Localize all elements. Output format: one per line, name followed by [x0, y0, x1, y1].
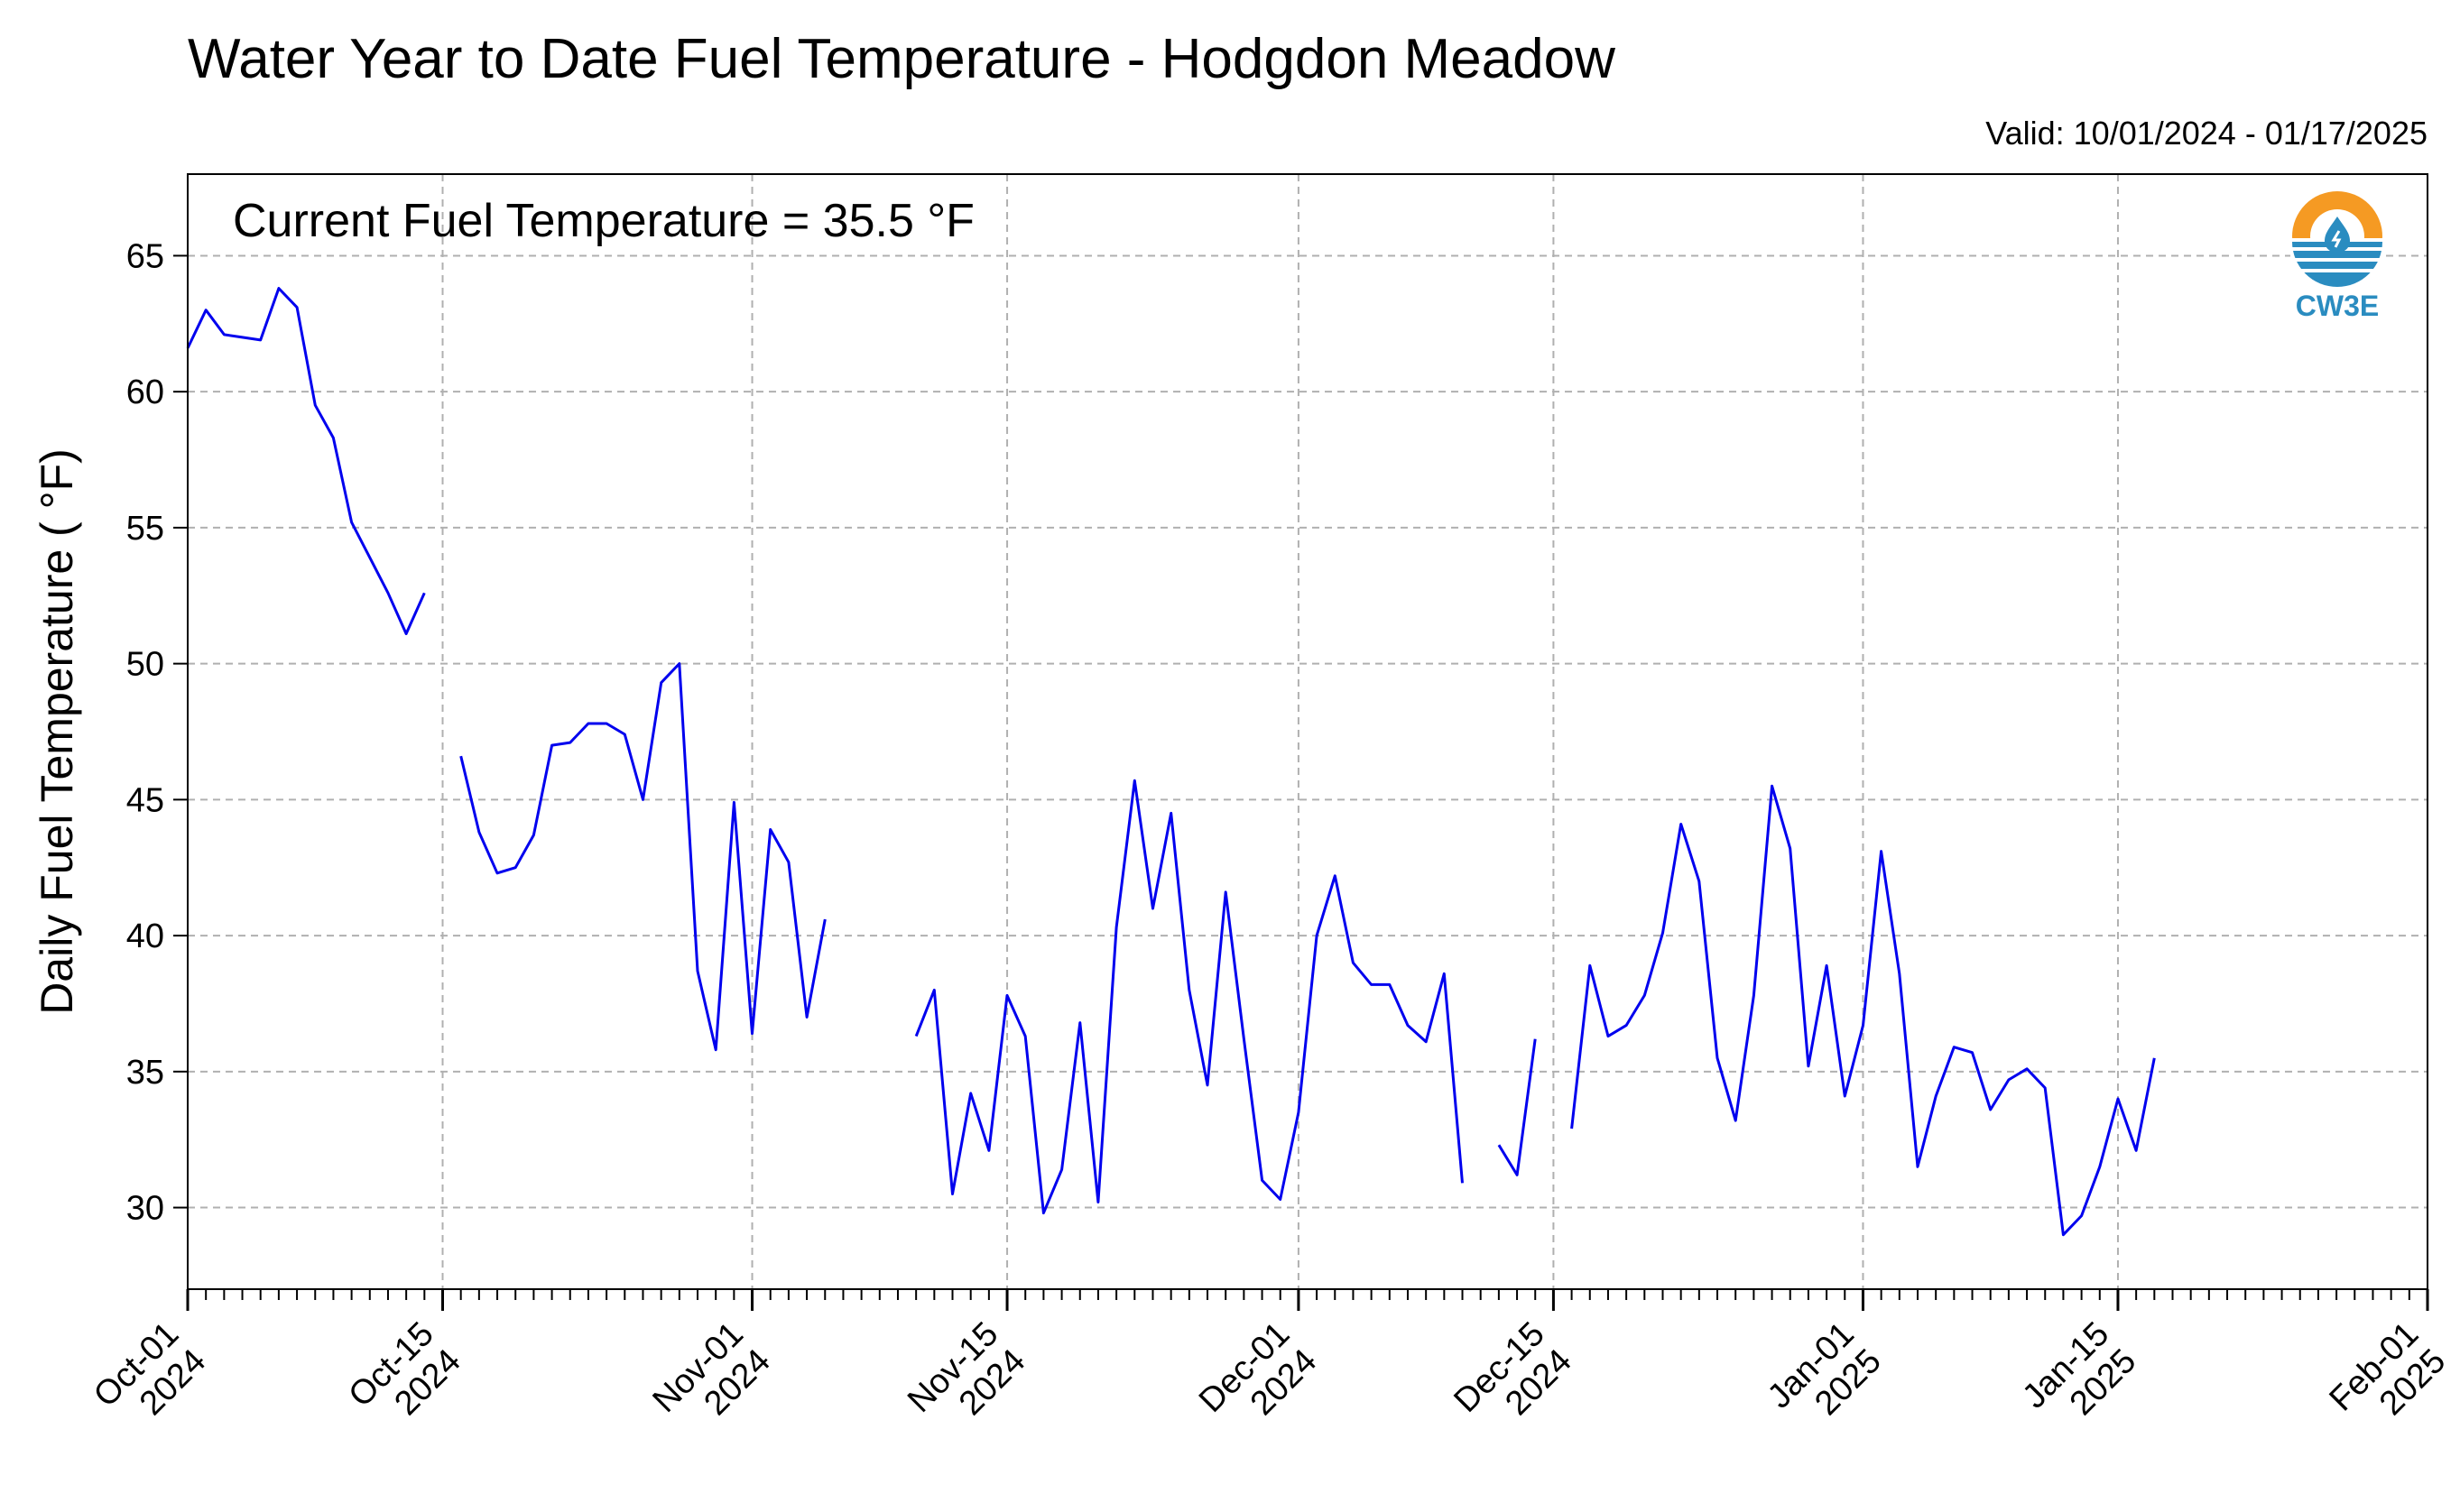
logo-text: CW3E	[2296, 290, 2379, 322]
y-tick-label: 55	[126, 510, 164, 548]
y-tick-label: 40	[126, 917, 164, 955]
series-line-segment	[1570, 784, 2156, 1237]
y-tick-label: 60	[126, 373, 164, 411]
y-tick-label: 30	[126, 1190, 164, 1228]
y-axis-label: Daily Fuel Temperature ( °F)	[32, 448, 82, 1015]
series-line-segment	[1497, 1038, 1537, 1176]
grid	[187, 174, 2428, 1289]
cw3e-logo: CW3E	[2290, 191, 2384, 322]
y-axis: 30 35 40 45 50 55 60 65	[126, 237, 188, 1228]
y-tick-label: 65	[126, 237, 164, 275]
plot-frame	[187, 173, 2428, 1290]
series-line-segment	[459, 662, 827, 1052]
y-tick-label: 50	[126, 646, 164, 684]
y-tick-label: 45	[126, 781, 164, 819]
chart-title: Water Year to Date Fuel Temperature - Ho…	[188, 28, 1615, 90]
series-lines	[186, 287, 2156, 1237]
series-line-segment	[186, 287, 426, 635]
series-line-segment	[914, 779, 1464, 1215]
current-fuel-temperature: Current Fuel Temperature = 35.5 °F	[233, 195, 975, 247]
plot-area	[188, 174, 2428, 1289]
y-tick-label: 35	[126, 1054, 164, 1092]
valid-date-range: Valid: 10/01/2024 - 01/17/2025	[1985, 115, 2428, 152]
